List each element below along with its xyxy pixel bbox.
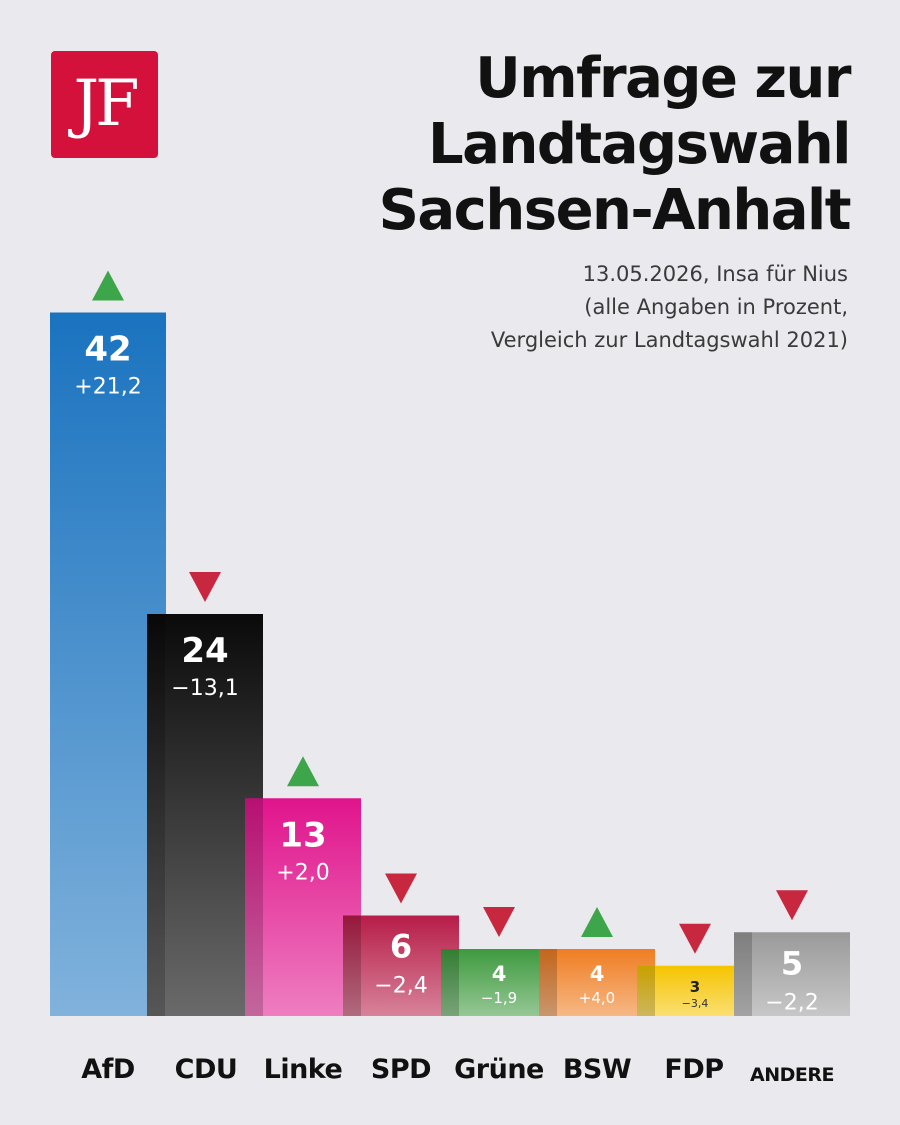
x-label-spd: SPD — [370, 1054, 432, 1085]
subtitle-line-1: 13.05.2026, Insa für Nius — [582, 262, 848, 286]
chart-title: Umfrage zur Landtagswahl Sachsen-Anhalt — [330, 46, 852, 244]
data-label-change: −3,4 — [682, 997, 709, 1010]
data-label-change: +2,0 — [276, 860, 329, 885]
trend-up-arrow — [92, 270, 124, 301]
trend-down-arrow — [679, 923, 711, 954]
bar-shadow — [147, 614, 165, 1016]
bar-linke — [245, 798, 361, 1016]
x-label-afd: AfD — [81, 1054, 135, 1085]
data-label-change: −1,9 — [481, 989, 517, 1007]
trend-down-arrow — [189, 572, 221, 602]
data-label-value: 24 — [181, 631, 228, 671]
x-label-fdp: FDP — [664, 1054, 724, 1085]
bar-shadow — [441, 949, 459, 1016]
x-label-linke: Linke — [263, 1054, 343, 1085]
data-label-change: +4,0 — [579, 989, 615, 1007]
data-label-value: 13 — [279, 815, 326, 855]
title-line-1: Umfrage zur — [475, 46, 851, 111]
data-label-change: −13,1 — [171, 676, 238, 701]
trend-down-arrow — [776, 890, 808, 921]
title-line-2: Landtagswahl — [428, 112, 852, 177]
trend-up-arrow — [287, 756, 319, 787]
data-label-value: 42 — [84, 330, 131, 370]
x-label-andere: ANDERE — [750, 1064, 834, 1086]
bar-shadow — [245, 798, 263, 1016]
data-label-change: +21,2 — [74, 375, 141, 400]
trend-down-arrow — [385, 873, 417, 904]
x-label-bsw: BSW — [562, 1054, 632, 1085]
bar-afd — [50, 312, 166, 1016]
data-label-value: 5 — [781, 944, 803, 982]
bar-spd — [343, 915, 459, 1016]
data-label-value: 4 — [492, 962, 507, 986]
data-label-value: 6 — [390, 928, 412, 966]
bar-bsw — [539, 949, 655, 1016]
bar-grüne — [441, 949, 557, 1016]
bar-shadow — [343, 915, 361, 1016]
bar-shadow — [734, 932, 752, 1016]
subtitle-line-3: Vergleich zur Landtagswahl 2021) — [490, 328, 848, 352]
data-label-change: −2,2 — [765, 990, 818, 1015]
bar-andere — [734, 932, 850, 1016]
x-label-grüne: Grüne — [454, 1054, 544, 1085]
x-label-cdu: CDU — [174, 1054, 238, 1085]
bar-shadow — [539, 949, 557, 1016]
title-line-3: Sachsen-Anhalt — [378, 178, 852, 243]
subtitle-line-2: (alle Angaben in Prozent, — [584, 295, 848, 319]
trend-down-arrow — [483, 907, 515, 937]
bar-cdu — [147, 614, 263, 1016]
data-label-value: 3 — [690, 978, 700, 996]
jf-logo: JF — [51, 51, 158, 158]
chart-subtitle: 13.05.2026, Insa für Nius (alle Angaben … — [328, 258, 848, 357]
data-label-value: 4 — [590, 962, 605, 986]
trend-up-arrow — [581, 907, 613, 937]
bar-shadow — [637, 965, 655, 1016]
bar-fdp — [637, 965, 753, 1016]
data-label-change: −2,4 — [374, 974, 427, 999]
